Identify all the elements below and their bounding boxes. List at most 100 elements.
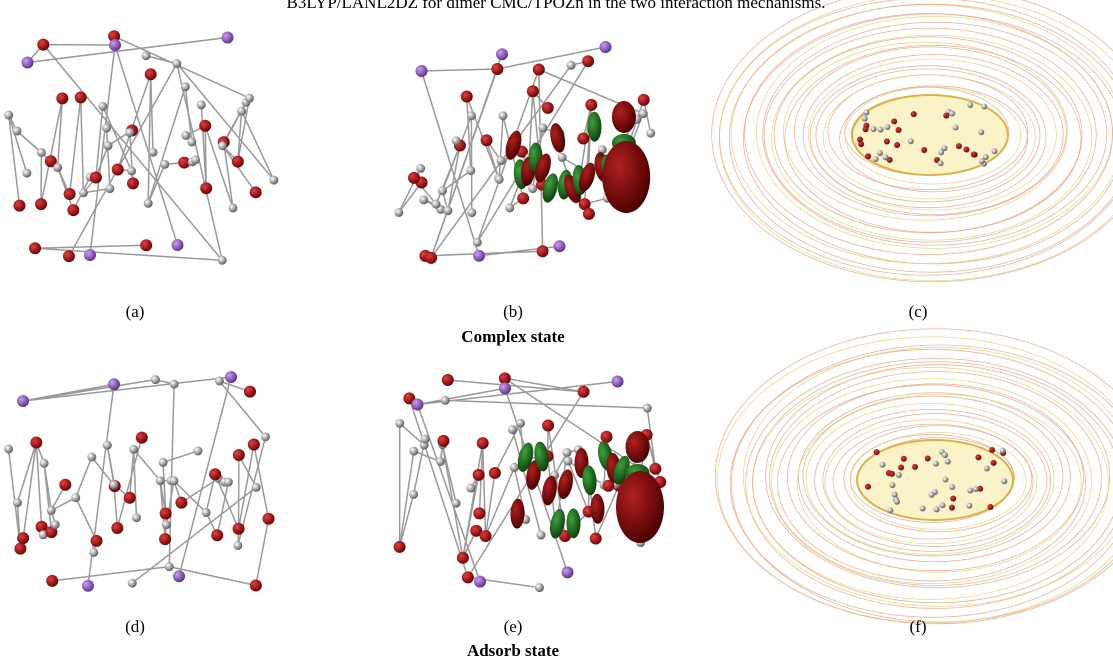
atom [987, 504, 993, 510]
atom [880, 462, 886, 468]
atom [172, 239, 184, 251]
atom [165, 562, 174, 571]
atom [261, 432, 270, 441]
atom [585, 99, 597, 111]
atom [967, 487, 973, 493]
atom [894, 499, 900, 505]
atom [37, 39, 49, 51]
atom [1001, 478, 1007, 484]
atom [981, 103, 987, 109]
atom [639, 109, 648, 118]
panel-label: (b) [503, 302, 523, 321]
atom [949, 484, 955, 490]
atom [4, 444, 13, 453]
atom [438, 186, 447, 195]
atom [408, 172, 420, 184]
atom [172, 59, 181, 68]
atom [477, 437, 489, 449]
bond [130, 133, 133, 184]
atom [590, 533, 602, 545]
atom [104, 141, 113, 150]
atom [53, 163, 62, 172]
atom [412, 399, 424, 411]
atom [109, 39, 121, 51]
atom [538, 123, 547, 132]
atom [442, 374, 454, 386]
atom [508, 425, 517, 434]
atom [13, 498, 22, 507]
atom [162, 520, 171, 529]
atom [136, 432, 148, 444]
atom [554, 240, 566, 252]
atom [35, 198, 47, 210]
orbital-lobe [626, 431, 650, 463]
atom [199, 120, 211, 132]
atom [480, 530, 492, 542]
atom [473, 238, 482, 247]
panel-label: (c) [909, 302, 928, 321]
atom [252, 483, 261, 492]
atom [209, 468, 221, 480]
atom [966, 503, 972, 509]
atom [612, 376, 624, 388]
atom [228, 203, 237, 212]
atom [457, 552, 469, 564]
atom [874, 449, 880, 455]
atom [901, 456, 907, 462]
bond [483, 443, 486, 536]
atom [140, 239, 152, 251]
atom [127, 177, 139, 189]
atom [421, 435, 430, 444]
atom [233, 523, 245, 535]
atom [14, 543, 26, 555]
atom [89, 548, 98, 557]
atom [884, 138, 890, 144]
atom [425, 252, 437, 264]
atom [127, 166, 136, 175]
atom [409, 490, 418, 499]
atom [536, 531, 545, 540]
atom [466, 484, 475, 493]
atom [149, 148, 158, 157]
atom [103, 441, 112, 450]
atom [473, 507, 485, 519]
atom [934, 506, 940, 512]
atom [59, 479, 71, 491]
atom [124, 492, 136, 504]
panel-label: (d) [125, 617, 145, 636]
orbital-lobe [616, 471, 664, 543]
atom [908, 138, 914, 144]
atom [497, 156, 506, 165]
atom [938, 149, 944, 155]
atom [562, 566, 574, 578]
bond [43, 45, 222, 261]
bond [418, 405, 481, 582]
atom [17, 532, 29, 544]
atom [884, 124, 890, 130]
atom [567, 61, 576, 70]
atom [646, 129, 655, 138]
atom [894, 142, 900, 148]
atom [967, 102, 973, 108]
atom [125, 128, 134, 137]
bond [409, 398, 468, 577]
atom [537, 245, 549, 257]
atom [891, 118, 897, 124]
atom [528, 184, 537, 193]
atom [75, 91, 87, 103]
atom [233, 449, 245, 461]
atom [984, 465, 990, 471]
atom [237, 107, 246, 116]
atom [22, 169, 31, 178]
atom [929, 492, 935, 498]
atom [989, 447, 995, 453]
atom [889, 471, 895, 477]
figure-canvas: B3LYP/LANL2DZ for dimer CMC/TPOZn in the… [0, 0, 1113, 664]
atom [67, 204, 79, 216]
bond [163, 451, 198, 462]
atom [91, 535, 103, 547]
atom [432, 200, 441, 209]
atom [170, 380, 179, 389]
atom [950, 495, 956, 501]
atom [898, 465, 904, 471]
